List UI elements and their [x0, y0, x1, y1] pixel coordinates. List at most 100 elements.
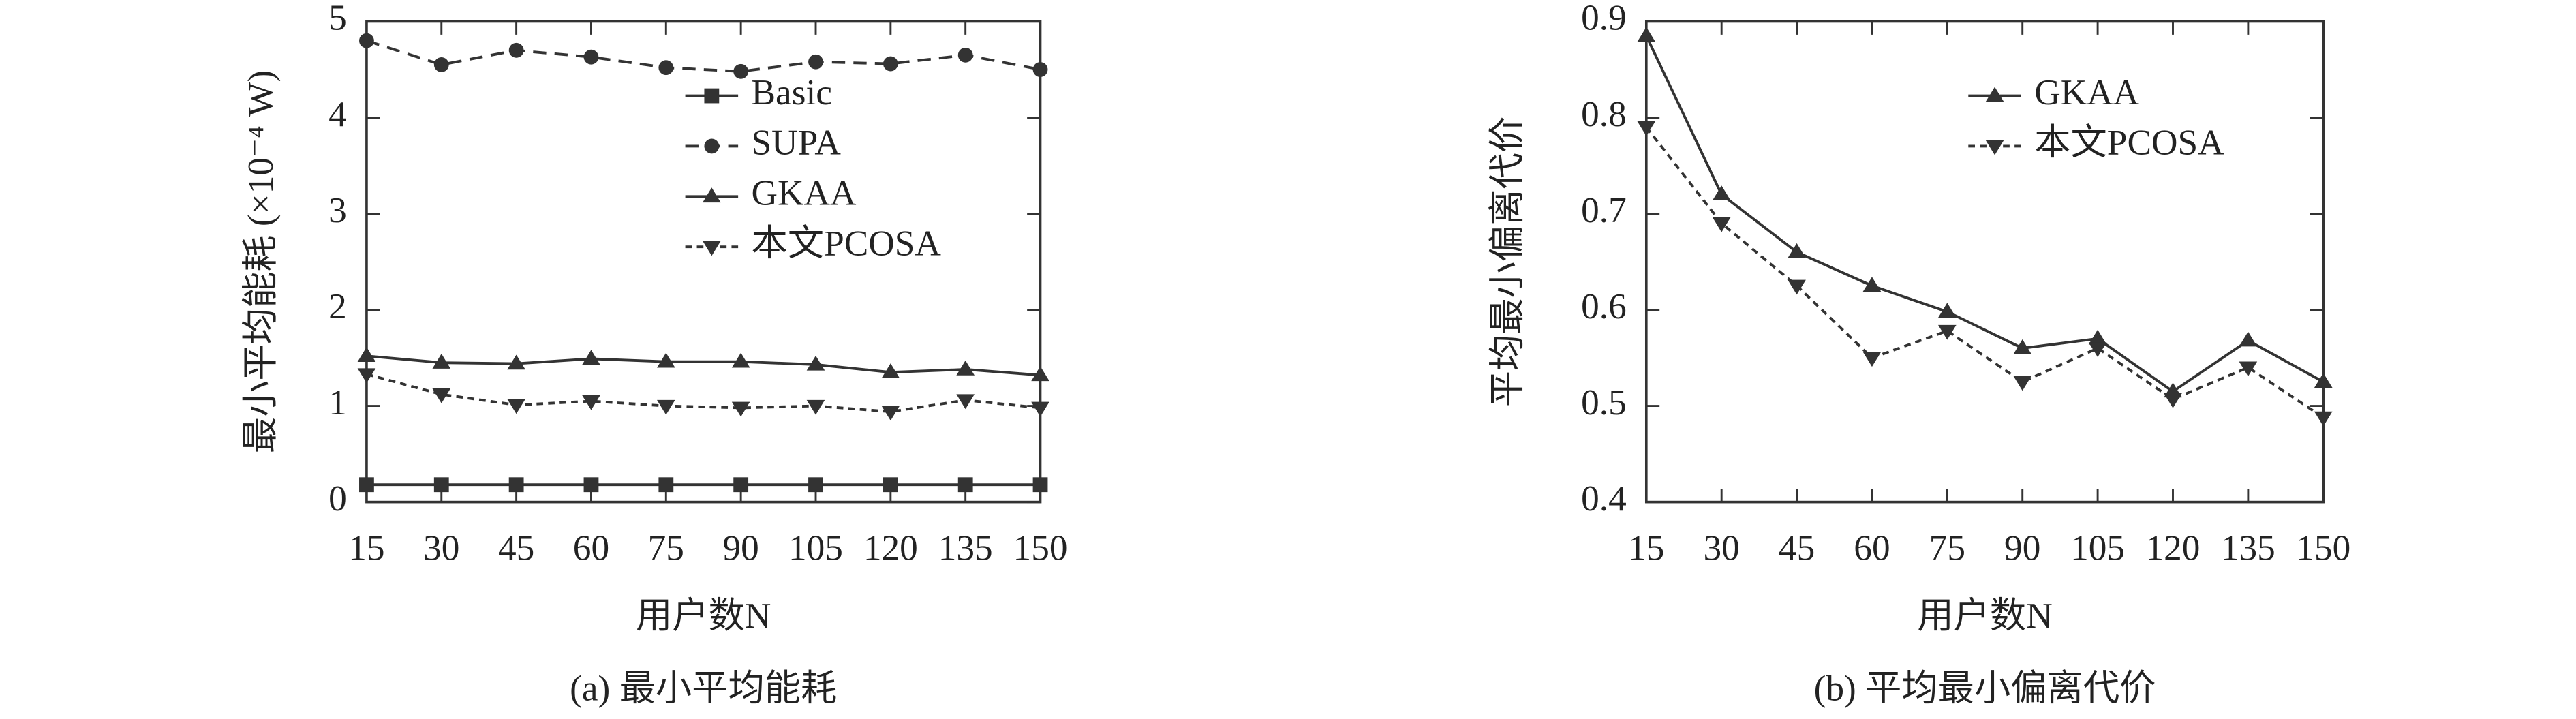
marker [357, 368, 376, 384]
x-tick-label: 150 [1013, 528, 1068, 568]
y-tick-label: 1 [328, 382, 347, 423]
marker [1938, 303, 1957, 318]
marker [1031, 401, 1049, 417]
x-axis-label: 用户数N [636, 596, 771, 636]
marker [703, 187, 721, 203]
y-tick-label: 5 [328, 0, 347, 38]
marker [733, 477, 749, 493]
x-tick-label: 120 [863, 528, 918, 568]
x-tick-label: 150 [2296, 528, 2350, 568]
y-axis-label: 最小平均能耗 (×10⁻⁴ W) [241, 70, 281, 453]
y-tick-label: 0 [328, 478, 347, 519]
marker [881, 363, 900, 378]
marker [658, 60, 674, 76]
x-tick-label: 30 [1704, 528, 1740, 568]
x-tick-label: 60 [573, 528, 609, 568]
legend-label: GKAA [752, 173, 857, 213]
marker [583, 477, 599, 493]
marker [883, 56, 898, 72]
marker [1788, 279, 1806, 295]
marker [956, 360, 975, 376]
marker [582, 395, 600, 410]
marker [656, 352, 675, 368]
marker [1862, 352, 1882, 367]
marker [1637, 121, 1656, 136]
marker [956, 394, 975, 410]
x-tick-label: 45 [1779, 528, 1815, 568]
marker [1032, 477, 1048, 493]
marker [658, 477, 674, 493]
marker [703, 241, 721, 256]
marker [1985, 140, 2004, 155]
x-tick-label: 30 [423, 528, 459, 568]
marker [1712, 217, 1731, 232]
marker [1985, 87, 2004, 102]
legend-label: SUPA [752, 123, 842, 163]
caption: (a) 最小平均能耗 [570, 668, 837, 708]
marker [1938, 324, 1957, 340]
y-tick-label: 3 [328, 190, 347, 230]
marker [2088, 342, 2107, 358]
marker [704, 138, 720, 154]
series-line [366, 373, 1041, 413]
marker [432, 354, 451, 369]
marker [957, 47, 973, 63]
series-line [1645, 126, 2325, 419]
y-tick-label: 0.7 [1581, 190, 1627, 230]
x-tick-label: 90 [723, 528, 759, 568]
plot-frame [1644, 20, 2325, 504]
y-tick-label: 4 [328, 94, 347, 134]
x-tick-label: 75 [648, 528, 684, 568]
marker [507, 354, 525, 370]
x-tick-label: 90 [2004, 528, 2040, 568]
marker [433, 57, 449, 72]
x-axis-label: 用户数N [1917, 596, 2052, 636]
series-line [366, 354, 1041, 377]
x-tick-label: 60 [1854, 528, 1890, 568]
marker [359, 477, 374, 493]
marker [507, 399, 525, 414]
legend-label: 本文PCOSA [2034, 123, 2224, 163]
marker [2164, 393, 2182, 408]
marker [806, 355, 825, 371]
x-tick-label: 75 [1929, 528, 1965, 568]
x-tick-label: 15 [348, 528, 384, 568]
x-tick-label: 45 [498, 528, 534, 568]
marker [2013, 376, 2032, 391]
marker [808, 477, 823, 493]
marker [508, 477, 524, 493]
marker [731, 401, 750, 417]
x-tick-label: 135 [938, 528, 993, 568]
marker [656, 399, 675, 415]
marker [1637, 27, 1656, 42]
marker [359, 33, 374, 48]
marker [1032, 62, 1048, 77]
y-tick-label: 0.8 [1581, 94, 1627, 134]
marker [2239, 361, 2258, 377]
marker [1862, 277, 1882, 292]
y-tick-label: 0.9 [1581, 0, 1627, 38]
y-tick-label: 2 [328, 286, 347, 326]
marker [2314, 373, 2333, 388]
marker [808, 54, 823, 70]
marker [357, 347, 376, 362]
marker [733, 63, 749, 79]
x-tick-label: 15 [1628, 528, 1664, 568]
legend-label: 本文PCOSA [752, 223, 942, 263]
x-tick-label: 120 [2146, 528, 2201, 568]
y-tick-label: 0.6 [1581, 286, 1627, 326]
plot-frame [365, 20, 1042, 504]
marker [582, 350, 600, 365]
marker [731, 352, 750, 368]
marker [583, 49, 599, 65]
marker [806, 399, 825, 415]
marker [1712, 185, 1731, 201]
marker [508, 42, 524, 58]
caption: (b) 平均最小偏离代价 [1814, 668, 2156, 708]
y-axis-label: 平均最小偏离代价 [1487, 117, 1527, 407]
marker [883, 477, 898, 493]
marker [1031, 366, 1049, 382]
marker [2013, 339, 2032, 354]
marker [881, 406, 900, 421]
